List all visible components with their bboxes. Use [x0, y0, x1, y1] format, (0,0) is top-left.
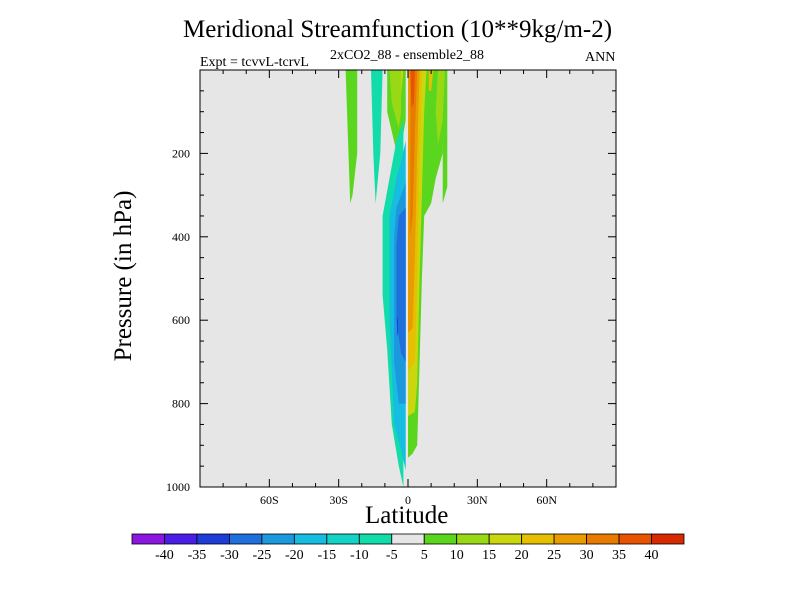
- contour-region: [428, 70, 434, 91]
- contour-region: [410, 70, 415, 108]
- y-tick-label: 400: [172, 230, 190, 244]
- x-axis-label: Latitude: [365, 502, 449, 529]
- contour-region: [389, 70, 402, 129]
- colorbar-swatch: [553, 533, 587, 545]
- colorbar-swatch: [423, 533, 458, 545]
- colorbar-swatch: [456, 533, 490, 545]
- contour-region: [442, 70, 448, 204]
- colorbar-label: -25: [253, 548, 272, 563]
- colorbar-label: -40: [155, 548, 174, 563]
- x-tick-label: 30S: [329, 493, 348, 507]
- colorbar-label: 30: [580, 548, 594, 563]
- contour-region: [396, 316, 399, 337]
- colorbar-swatch: [521, 533, 555, 545]
- colorbar-label: -15: [317, 548, 336, 563]
- contour-region: [435, 70, 445, 146]
- y-tick-label: 1000: [166, 480, 190, 494]
- contour-region: [410, 70, 418, 237]
- colorbar-label: 25: [547, 548, 561, 563]
- contour-region: [345, 70, 358, 204]
- colorbar-label: 10: [450, 548, 464, 563]
- colorbar-swatch: [131, 533, 165, 545]
- x-tick-label: 60N: [536, 493, 557, 507]
- colorbar-label: -10: [350, 548, 369, 563]
- colorbar-swatch: [164, 533, 198, 545]
- y-tick-label: 800: [172, 397, 190, 411]
- colorbar-label: 35: [612, 548, 626, 563]
- colorbar-swatch: [358, 533, 393, 545]
- chart-title: Meridional Streamfunction (10**9kg/m-2): [183, 16, 613, 43]
- colorbar-label: 15: [482, 548, 496, 563]
- colorbar-swatch: [618, 533, 652, 545]
- colorbar-swatch: [488, 533, 523, 545]
- colorbar-label: 20: [515, 548, 529, 563]
- x-tick-label: 60S: [260, 493, 279, 507]
- colorbar-swatch: [391, 533, 425, 545]
- colorbar-label: 40: [645, 548, 659, 563]
- colorbar-label: 5: [421, 548, 428, 563]
- colorbar-swatch: [586, 533, 620, 545]
- colorbar-swatch: [651, 533, 685, 545]
- y-tick-label: 200: [172, 146, 190, 160]
- colorbar-swatch: [229, 533, 263, 545]
- colorbar-label: -35: [188, 548, 207, 563]
- colorbar-label: -5: [386, 548, 398, 563]
- contour-region: [396, 207, 406, 362]
- colorbar-swatch: [261, 533, 295, 545]
- colorbar-swatch: [293, 533, 328, 545]
- x-tick-label: 30N: [467, 493, 488, 507]
- season-label: ANN: [585, 50, 616, 65]
- colorbar-swatch: [326, 533, 360, 545]
- colorbar-label: -20: [285, 548, 304, 563]
- experiment-label: Expt = tcvvL-tcrvL: [200, 55, 309, 70]
- y-tick-label: 600: [172, 313, 190, 327]
- contour-region: [371, 70, 383, 204]
- chart-subtitle: 2xCO2_88 - ensemble2_88: [330, 48, 484, 63]
- x-tick-label: 0: [405, 493, 411, 507]
- colorbar-swatch: [196, 533, 230, 545]
- colorbar-label: -30: [220, 548, 239, 563]
